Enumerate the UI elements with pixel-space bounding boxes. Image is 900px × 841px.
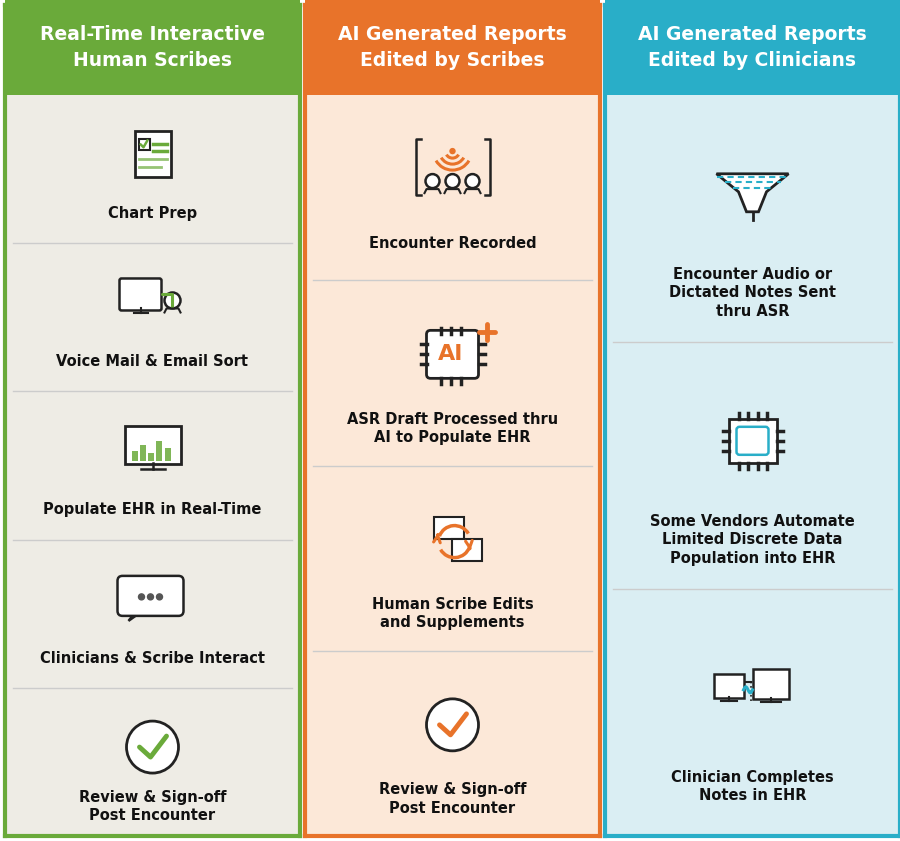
FancyBboxPatch shape xyxy=(605,0,900,95)
FancyBboxPatch shape xyxy=(120,278,161,310)
FancyBboxPatch shape xyxy=(134,131,170,177)
FancyBboxPatch shape xyxy=(752,669,788,699)
FancyBboxPatch shape xyxy=(148,452,154,461)
Circle shape xyxy=(427,699,479,751)
Text: Populate EHR in Real-Time: Populate EHR in Real-Time xyxy=(43,502,262,517)
FancyBboxPatch shape xyxy=(434,516,464,538)
Text: Encounter Audio or
Dictated Notes Sent
thru ASR: Encounter Audio or Dictated Notes Sent t… xyxy=(669,267,836,319)
Text: Real-Time Interactive
Human Scribes: Real-Time Interactive Human Scribes xyxy=(40,24,265,71)
Text: Review & Sign-off
Post Encounter: Review & Sign-off Post Encounter xyxy=(379,782,526,816)
Text: Human Scribe Edits
and Supplements: Human Scribe Edits and Supplements xyxy=(372,597,534,631)
FancyBboxPatch shape xyxy=(5,95,300,836)
Polygon shape xyxy=(716,174,788,212)
Polygon shape xyxy=(129,611,142,621)
FancyBboxPatch shape xyxy=(605,95,900,836)
FancyBboxPatch shape xyxy=(140,445,146,461)
FancyBboxPatch shape xyxy=(714,674,743,698)
Text: Review & Sign-off
Post Encounter: Review & Sign-off Post Encounter xyxy=(79,790,226,823)
FancyBboxPatch shape xyxy=(728,419,777,463)
FancyBboxPatch shape xyxy=(305,95,600,836)
Circle shape xyxy=(450,149,455,154)
Text: Clinician Completes
Notes in EHR: Clinician Completes Notes in EHR xyxy=(671,770,834,803)
Circle shape xyxy=(426,174,439,188)
FancyBboxPatch shape xyxy=(5,0,300,95)
Text: Voice Mail & Email Sort: Voice Mail & Email Sort xyxy=(57,354,248,369)
Circle shape xyxy=(148,594,154,600)
FancyBboxPatch shape xyxy=(736,426,769,455)
FancyBboxPatch shape xyxy=(427,331,479,378)
Circle shape xyxy=(157,594,163,600)
FancyBboxPatch shape xyxy=(118,576,184,616)
FancyBboxPatch shape xyxy=(305,0,600,95)
FancyBboxPatch shape xyxy=(165,447,170,461)
Circle shape xyxy=(127,721,178,773)
FancyBboxPatch shape xyxy=(131,451,138,461)
Text: AI Generated Reports
Edited by Scribes: AI Generated Reports Edited by Scribes xyxy=(338,24,567,71)
FancyBboxPatch shape xyxy=(436,519,451,524)
FancyBboxPatch shape xyxy=(454,541,469,546)
FancyBboxPatch shape xyxy=(452,538,482,561)
Text: Some Vendors Automate
Limited Discrete Data
Population into EHR: Some Vendors Automate Limited Discrete D… xyxy=(650,514,855,566)
FancyBboxPatch shape xyxy=(156,441,161,461)
Circle shape xyxy=(165,293,181,309)
Text: AI Generated Reports
Edited by Clinicians: AI Generated Reports Edited by Clinician… xyxy=(638,24,867,71)
Text: ASR Draft Processed thru
AI to Populate EHR: ASR Draft Processed thru AI to Populate … xyxy=(346,411,558,445)
FancyBboxPatch shape xyxy=(124,426,181,463)
Circle shape xyxy=(465,174,480,188)
Text: Chart Prep: Chart Prep xyxy=(108,206,197,221)
Text: Encounter Recorded: Encounter Recorded xyxy=(369,235,536,251)
Circle shape xyxy=(446,174,460,188)
Text: AI: AI xyxy=(437,344,464,364)
FancyBboxPatch shape xyxy=(139,140,149,151)
Text: Clinicians & Scribe Interact: Clinicians & Scribe Interact xyxy=(40,651,265,666)
Circle shape xyxy=(139,594,145,600)
